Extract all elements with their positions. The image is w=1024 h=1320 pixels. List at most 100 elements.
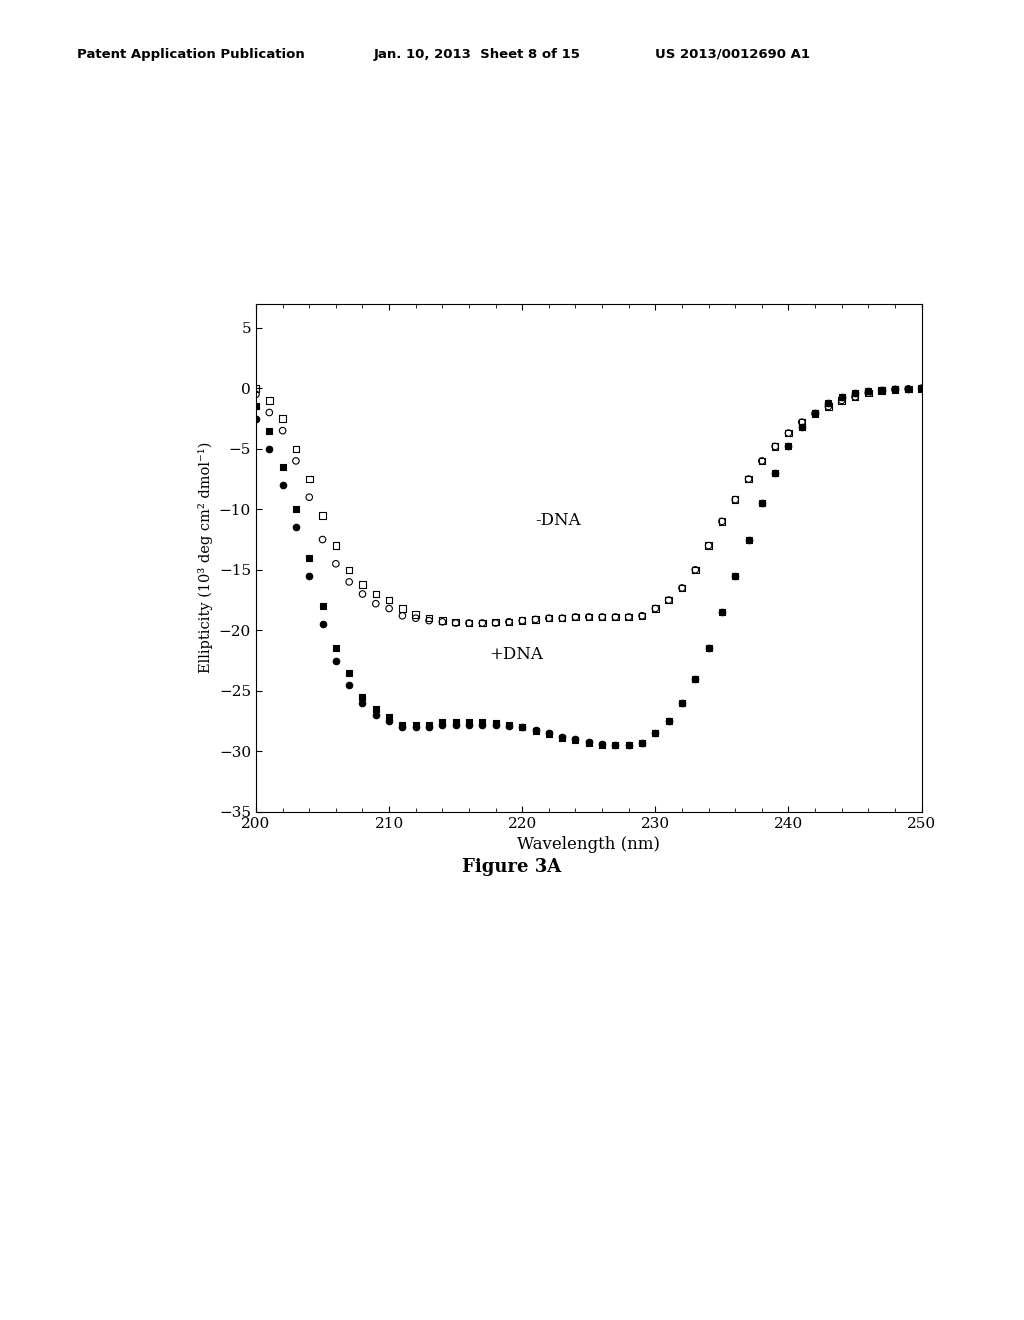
Point (820, 396, 837, 417)
Point (354, 574, 371, 595)
Point (900, 379, 916, 400)
Point (474, 711, 490, 733)
Point (607, 606, 624, 627)
Point (421, 714, 437, 735)
Point (621, 606, 637, 627)
Point (767, 462, 783, 483)
Point (607, 606, 624, 627)
Point (261, 420, 278, 441)
Point (647, 722, 664, 743)
Point (873, 380, 890, 401)
Point (447, 714, 464, 735)
Point (634, 733, 650, 754)
Point (581, 606, 597, 627)
Point (634, 605, 650, 627)
Point (421, 610, 437, 631)
Point (887, 379, 903, 400)
Point (807, 403, 823, 424)
Point (754, 450, 770, 471)
Point (647, 598, 664, 619)
Point (354, 686, 371, 708)
Point (288, 438, 304, 459)
Point (408, 607, 424, 628)
Point (660, 590, 677, 611)
Point (514, 610, 530, 631)
Point (288, 517, 304, 539)
Point (274, 420, 291, 441)
Point (261, 438, 278, 459)
Point (514, 717, 530, 738)
Point (501, 611, 517, 632)
Point (328, 535, 344, 556)
Point (660, 710, 677, 731)
Point (621, 606, 637, 627)
Point (554, 727, 570, 748)
Point (674, 693, 690, 714)
Point (567, 606, 584, 627)
Point (847, 383, 863, 404)
Point (541, 607, 557, 628)
Point (860, 380, 877, 401)
Point (341, 560, 357, 581)
Point (301, 469, 317, 490)
Point (474, 612, 490, 634)
Point (594, 606, 610, 627)
Point (554, 607, 570, 628)
Point (274, 475, 291, 496)
Point (461, 612, 477, 634)
Point (461, 711, 477, 733)
Point (714, 602, 730, 623)
Point (408, 605, 424, 626)
Point (501, 714, 517, 735)
Point (700, 638, 717, 659)
Point (794, 417, 810, 438)
Point (514, 717, 530, 738)
Point (394, 598, 411, 619)
Point (900, 378, 916, 399)
Point (700, 535, 717, 556)
Point (527, 609, 544, 630)
Point (660, 590, 677, 611)
Point (607, 735, 624, 756)
Point (913, 378, 930, 399)
Point (341, 572, 357, 593)
Text: +DNA: +DNA (489, 647, 543, 664)
Point (727, 490, 743, 511)
Point (341, 663, 357, 684)
Point (381, 708, 397, 729)
Point (301, 546, 317, 568)
Point (714, 511, 730, 532)
Point (274, 408, 291, 429)
Point (873, 379, 890, 400)
Point (501, 611, 517, 632)
Point (354, 693, 371, 714)
Point (381, 710, 397, 731)
Point (860, 383, 877, 404)
Point (328, 638, 344, 659)
Point (660, 710, 677, 731)
Point (408, 714, 424, 735)
Point (248, 378, 264, 399)
Point (541, 722, 557, 743)
Point (567, 730, 584, 751)
Point (501, 715, 517, 737)
Point (873, 380, 890, 401)
Point (314, 614, 331, 635)
Point (700, 638, 717, 659)
Point (647, 722, 664, 743)
Point (900, 379, 916, 400)
Point (421, 607, 437, 628)
Point (847, 383, 863, 404)
Point (288, 499, 304, 520)
Point (780, 436, 797, 457)
Point (447, 612, 464, 634)
Point (541, 607, 557, 628)
Point (474, 612, 490, 634)
Text: Patent Application Publication: Patent Application Publication (77, 48, 304, 61)
Point (487, 713, 504, 734)
Point (687, 560, 703, 581)
Point (301, 565, 317, 586)
Point (328, 649, 344, 671)
Point (634, 605, 650, 627)
Point (354, 583, 371, 605)
